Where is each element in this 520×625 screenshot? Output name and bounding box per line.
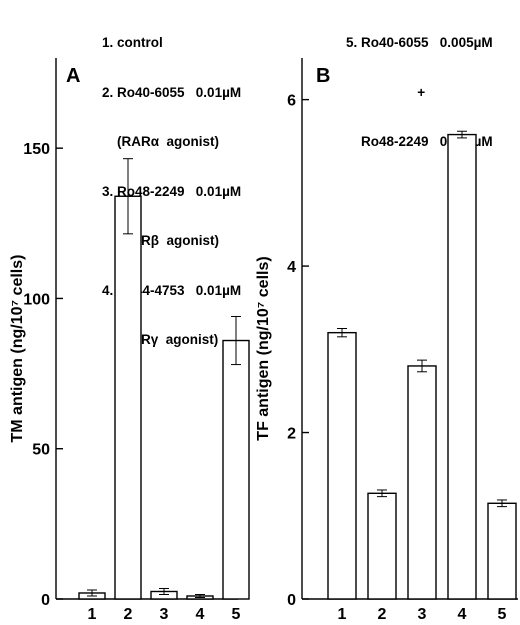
- legend-item: +: [346, 84, 426, 100]
- x-tick-label: 3: [160, 606, 169, 623]
- panel-label: A: [66, 65, 80, 87]
- x-tick-label: 1: [338, 606, 347, 623]
- x-tick-label: 5: [232, 606, 241, 623]
- y-tick-label: 100: [23, 291, 50, 308]
- bar: [114, 195, 142, 600]
- x-tick-label: 5: [498, 606, 507, 623]
- x-tick-label: 2: [124, 606, 133, 623]
- bar: [367, 492, 397, 600]
- y-tick-label: 0: [41, 592, 50, 609]
- legend-item: (RARα agonist): [102, 134, 220, 149]
- y-tick-label: 2: [287, 426, 296, 443]
- y-axis-label: TF antigen (ng/10⁷ cells): [255, 256, 272, 440]
- bar: [222, 339, 250, 600]
- x-tick-label: 3: [418, 606, 427, 623]
- x-tick-label: 2: [378, 606, 387, 623]
- panel-label: B: [316, 65, 330, 87]
- y-tick-label: 50: [32, 442, 50, 459]
- bar: [447, 133, 477, 600]
- x-tick-label: 1: [88, 606, 97, 623]
- legend-item: 5. Ro40-6055 0.005µM: [346, 35, 493, 50]
- y-tick-label: 150: [23, 141, 50, 158]
- y-axis-label: TM antigen (ng/10⁷ cells): [9, 255, 26, 443]
- y-tick-label: 0: [287, 592, 296, 609]
- bar: [487, 502, 517, 600]
- bar: [407, 365, 437, 600]
- y-tick-label: 6: [287, 93, 296, 110]
- x-tick-label: 4: [196, 606, 205, 623]
- y-tick-label: 4: [287, 259, 296, 276]
- bar: [327, 331, 357, 600]
- legend-item: 2. Ro40-6055 0.01µM: [102, 84, 242, 100]
- legend-item: 1. control: [102, 35, 163, 50]
- x-tick-label: 4: [458, 606, 467, 623]
- legend-item: 3. Ro48-2249 0.01µM: [102, 183, 242, 199]
